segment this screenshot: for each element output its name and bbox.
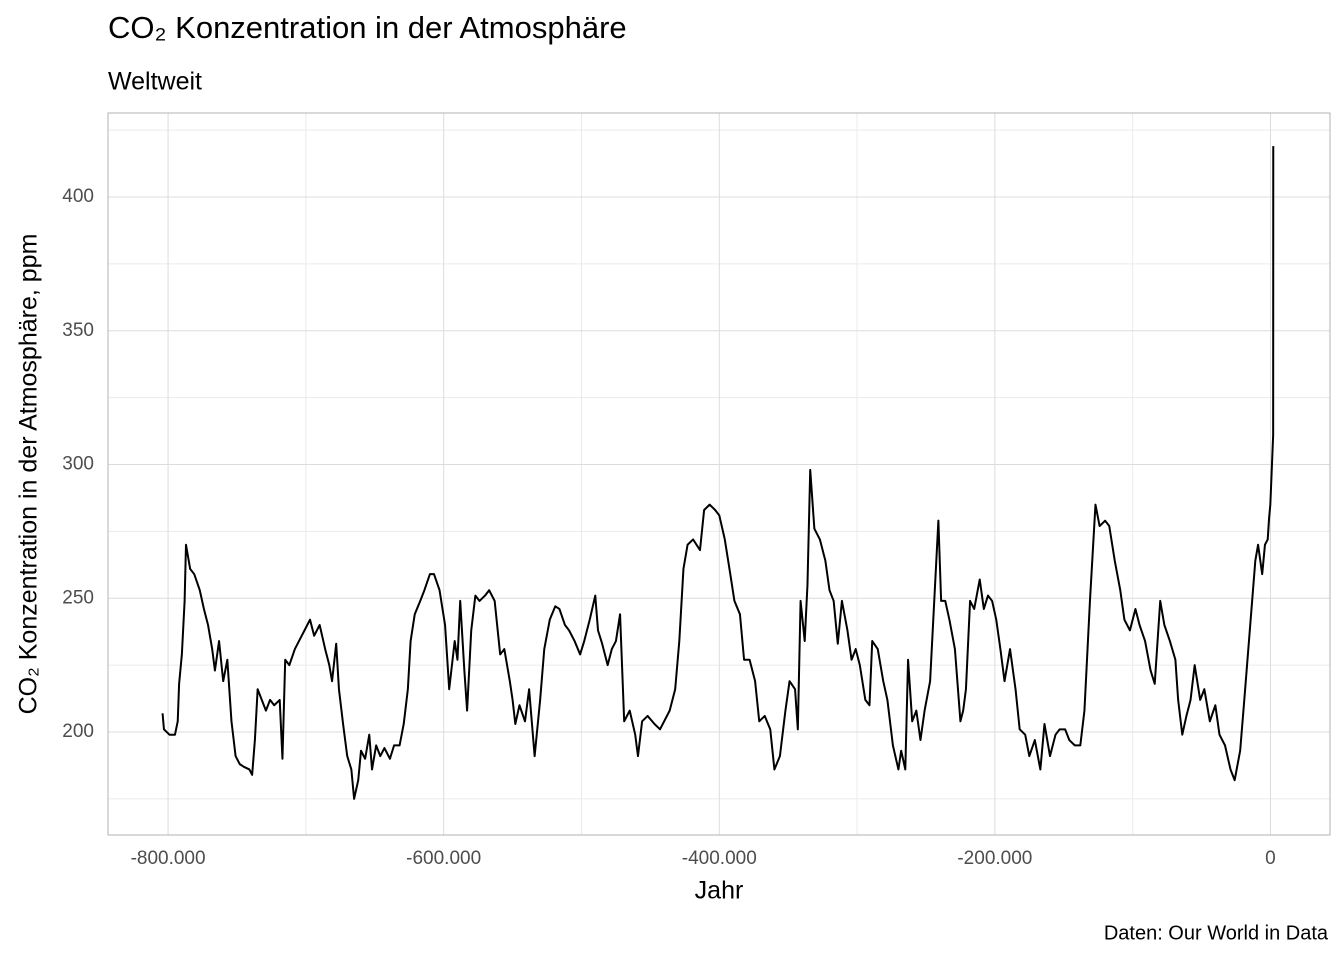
y-tick-label: 250 — [62, 587, 94, 608]
x-axis-title: Jahr — [695, 877, 744, 905]
x-tick-label: -600.000 — [406, 848, 481, 869]
y-axis-title: CO₂ Konzentration in der Atmosphäre, ppm — [15, 234, 43, 715]
y-tick-label: 400 — [62, 186, 94, 207]
y-tick-label: 350 — [62, 320, 94, 341]
y-tick-label: 200 — [62, 721, 94, 742]
x-tick-label: -800.000 — [131, 848, 206, 869]
panel-border — [107, 112, 1331, 836]
plot-area: 200 250 300 350 400 -800.000 -600.000 -400.000 -… — [62, 112, 1331, 869]
chart-title: CO₂ Konzentration in der Atmosphäre — [108, 10, 627, 45]
y-tick-label: 300 — [62, 454, 94, 475]
caption: Daten: Our World in Data — [1104, 922, 1329, 944]
x-tick-label: 0 — [1265, 848, 1276, 869]
data-line — [161, 146, 1275, 800]
chart-subtitle: Weltweit — [108, 68, 202, 96]
x-tick-label: -200.000 — [957, 848, 1032, 869]
x-tick-label: -400.000 — [682, 848, 757, 869]
